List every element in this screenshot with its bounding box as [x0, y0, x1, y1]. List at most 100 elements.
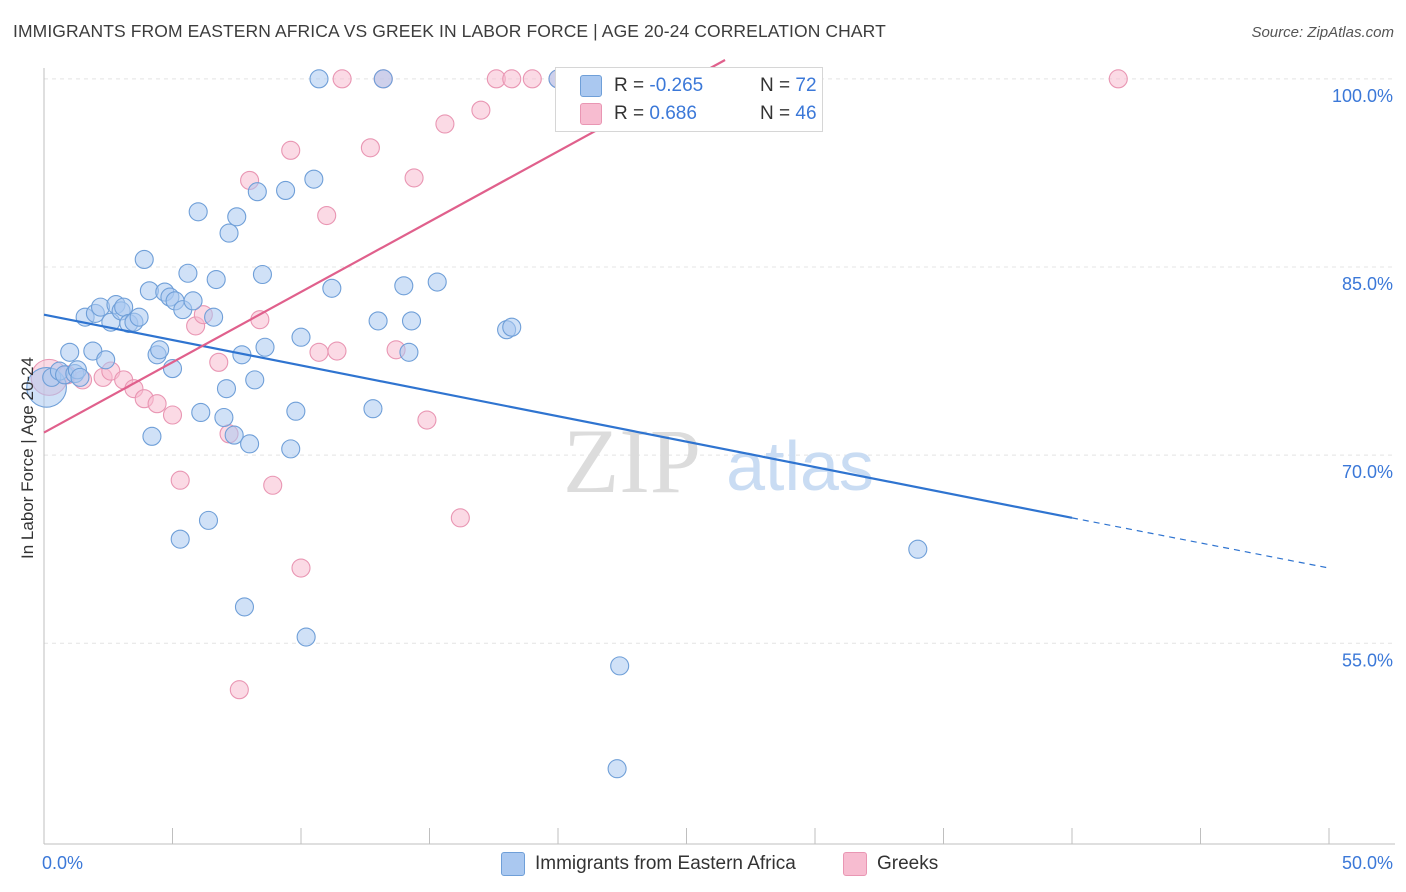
data-point: [502, 317, 522, 337]
data-point: [229, 680, 249, 700]
legend-n-text: N = 72: [760, 75, 817, 97]
data-point: [245, 370, 265, 390]
data-point: [296, 627, 316, 647]
y-tick-label: 85.0%: [1342, 274, 1393, 294]
data-point: [247, 182, 267, 202]
y-tick-label: 100.0%: [1332, 86, 1393, 106]
data-point: [401, 311, 422, 331]
data-point: [224, 425, 244, 445]
data-point: [142, 426, 162, 446]
data-point: [363, 399, 383, 419]
data-point: [214, 407, 234, 428]
y-tick-label: 70.0%: [1342, 462, 1393, 482]
axes: [43, 68, 1395, 845]
x-tick-label: 50.0%: [1342, 853, 1393, 873]
source-label: Source: ZipAtlas.com: [1251, 24, 1394, 41]
data-point: [1108, 69, 1128, 89]
legend-item-eastern-africa: Immigrants from Eastern Africa: [501, 852, 796, 876]
legend-n-label: N =: [760, 103, 796, 124]
data-point: [134, 249, 154, 269]
legend-r-value: -0.265: [649, 75, 704, 96]
data-point: [450, 508, 470, 528]
legend-n-value: 46: [795, 103, 817, 124]
legend-r-text: R = -0.265: [614, 75, 703, 97]
data-point: [162, 405, 183, 425]
x-tick-label: 0.0%: [42, 853, 83, 873]
data-point: [327, 341, 347, 361]
y-tick-labels: 100.0% 85.0% 70.0% 55.0%: [1332, 86, 1393, 670]
data-point: [240, 434, 260, 454]
data-point: [206, 269, 226, 290]
data-point: [70, 367, 90, 387]
data-point: [607, 759, 627, 779]
data-point: [417, 410, 437, 430]
data-point: [170, 529, 190, 549]
data-point: [183, 291, 203, 311]
data-point: [427, 272, 447, 292]
data-point: [263, 475, 283, 495]
legend-swatch-pink: [580, 103, 602, 125]
data-point: [394, 276, 414, 296]
legend-label-eastern-africa: Immigrants from Eastern Africa: [535, 853, 796, 874]
data-point: [360, 138, 380, 158]
watermark-zip: ZIP: [563, 410, 701, 512]
data-point: [309, 69, 329, 89]
data-point: [96, 350, 116, 370]
legend-r-label: R =: [614, 75, 650, 96]
data-point: [191, 402, 211, 423]
data-point: [332, 69, 352, 89]
data-point: [150, 340, 170, 360]
legend-label-greeks: Greeks: [877, 853, 939, 874]
data-point: [209, 352, 229, 372]
legend-item-greeks: Greeks: [843, 852, 938, 876]
data-point: [204, 307, 224, 327]
data-point: [170, 470, 190, 490]
legend-n-label: N =: [760, 75, 796, 96]
data-point: [147, 394, 167, 414]
data-point: [522, 69, 542, 89]
data-point: [368, 311, 388, 331]
data-point: [373, 69, 393, 89]
data-point: [399, 342, 419, 362]
data-point: [219, 223, 239, 243]
data-point: [404, 168, 424, 188]
legend-r-text: R = 0.686: [614, 103, 697, 125]
legend-n-value: 72: [795, 75, 817, 96]
data-point: [291, 558, 311, 578]
correlation-legend: R = -0.265 N = 72 R = 0.686 N = 46: [555, 67, 823, 132]
data-point: [317, 205, 337, 226]
legend-swatch-blue: [580, 75, 602, 97]
watermark-atlas: atlas: [726, 427, 874, 505]
data-point: [291, 327, 311, 347]
data-point: [908, 539, 928, 559]
series-eastern-africa-points: [26, 69, 928, 779]
legend-r-value: 0.686: [649, 103, 697, 124]
data-point: [129, 307, 149, 327]
chart-title: IMMIGRANTS FROM EASTERN AFRICA VS GREEK …: [13, 21, 886, 41]
series-legend: Immigrants from Eastern Africa Greeks: [0, 852, 1406, 876]
data-point: [276, 180, 296, 201]
data-point: [309, 342, 329, 362]
data-point: [252, 264, 273, 285]
data-point: [60, 342, 80, 362]
trend-line-eastern-africa: [43, 313, 1073, 519]
data-point: [435, 114, 455, 134]
legend-r-label: R =: [614, 103, 650, 124]
data-point: [322, 278, 342, 298]
data-point: [216, 379, 237, 399]
data-point: [198, 510, 219, 530]
data-point: [502, 69, 522, 89]
data-point: [178, 263, 198, 283]
data-point: [471, 100, 491, 120]
data-point: [114, 297, 134, 317]
legend-swatch-pink: [843, 852, 867, 876]
data-point: [304, 169, 324, 189]
legend-swatch-blue: [501, 852, 525, 876]
y-axis-label: In Labor Force | Age 20-24: [18, 357, 37, 559]
data-point: [286, 401, 306, 421]
data-point: [255, 337, 275, 357]
data-point: [610, 656, 630, 676]
data-point: [188, 202, 208, 222]
legend-n-text: N = 46: [760, 103, 817, 125]
